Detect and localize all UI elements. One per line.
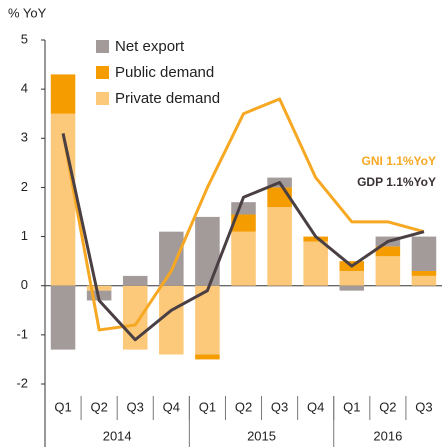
bar — [411, 236, 437, 271]
x-tick-label: Q1 — [343, 399, 360, 414]
bar — [411, 270, 437, 276]
bar — [50, 74, 76, 114]
legend-swatch — [96, 66, 109, 79]
y-tick-label: -2 — [16, 375, 28, 390]
x-tick-label: Q1 — [54, 399, 71, 414]
bar — [339, 270, 365, 286]
legend-swatch — [96, 40, 109, 53]
gdp-annotation: GDP 1.1%YoY — [357, 175, 436, 189]
x-tick-label: Q2 — [90, 399, 107, 414]
bar — [339, 285, 365, 291]
x-tick-label: Q4 — [307, 399, 324, 414]
bar — [231, 214, 256, 232]
y-tick-label: 0 — [21, 277, 28, 292]
bar — [195, 285, 220, 355]
y-tick-label: 2 — [21, 179, 28, 194]
bar — [50, 285, 76, 350]
bar — [303, 241, 328, 286]
year-label: 2014 — [103, 428, 132, 443]
y-tick-label: 5 — [21, 31, 28, 46]
bar — [231, 202, 256, 215]
legend-label: Net export — [115, 38, 185, 55]
x-tick-label: Q3 — [415, 399, 432, 414]
x-tick-label: Q2 — [235, 399, 252, 414]
line — [61, 133, 425, 342]
bar — [86, 285, 112, 291]
bar — [195, 354, 220, 360]
bar — [411, 275, 437, 286]
year-label: 2016 — [373, 428, 402, 443]
gni-annotation: GNI 1.1%YoY — [362, 154, 436, 168]
y-tick-label: 3 — [21, 130, 28, 145]
bar — [303, 236, 328, 242]
y-axis-label: % YoY — [8, 5, 47, 20]
legend-label: Private demand — [115, 90, 220, 107]
bar — [195, 216, 220, 286]
bar — [267, 207, 292, 286]
bar — [159, 285, 184, 355]
x-tick-label: Q3 — [127, 399, 144, 414]
bar — [50, 113, 76, 286]
bar — [375, 246, 401, 257]
bar — [122, 275, 148, 286]
x-tick-label: Q2 — [379, 399, 396, 414]
x-tick-label: Q1 — [199, 399, 216, 414]
x-tick-label: Q3 — [271, 399, 288, 414]
legend-swatch — [96, 92, 109, 105]
y-tick-label: 4 — [21, 81, 28, 96]
y-tick-label: -1 — [16, 326, 28, 341]
x-tick-label: Q4 — [163, 399, 180, 414]
y-tick-label: 1 — [21, 228, 28, 243]
bar — [231, 231, 256, 286]
year-label: 2015 — [247, 428, 276, 443]
bar — [159, 231, 184, 286]
legend-label: Public demand — [115, 64, 214, 81]
bar — [375, 256, 401, 286]
